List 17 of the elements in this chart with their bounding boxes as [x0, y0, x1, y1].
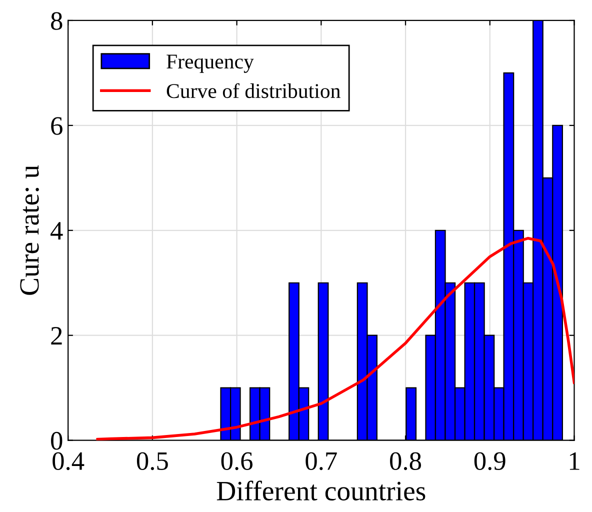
x-tick-label: 0.8 [390, 452, 422, 470]
x-axis-title: Different countries [216, 480, 426, 500]
x-tick-label: 0.9 [474, 452, 506, 470]
line-series [96, 236, 574, 440]
x-tick-label: 0.6 [221, 452, 253, 470]
y-axis-title: Cure rate: u [20, 165, 39, 295]
y-tick-label: 8 [51, 12, 62, 30]
y-tick-label: 0 [51, 432, 62, 450]
y-tick-label: 4 [50, 222, 63, 240]
x-tick-label: 0.4 [52, 452, 84, 470]
x-tick-label: 0.7 [306, 452, 337, 470]
y-tick-label: 6 [51, 117, 62, 135]
legend-label: Frequency [166, 54, 254, 73]
legend-label: Curve of distribution [166, 83, 340, 98]
y-tick-label: 2 [51, 327, 62, 345]
x-tick-label: 1 [570, 452, 580, 470]
x-tick-label: 0.5 [136, 452, 168, 470]
